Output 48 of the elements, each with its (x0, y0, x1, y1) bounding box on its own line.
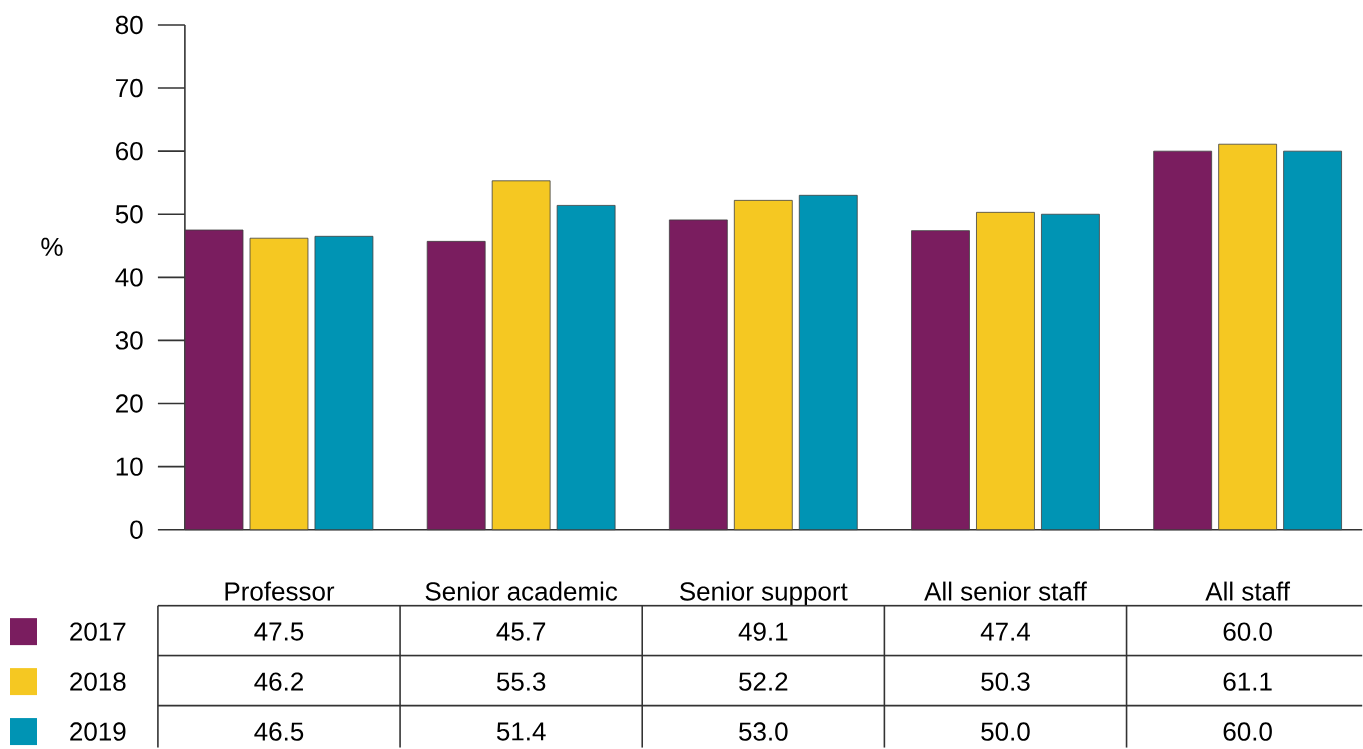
data-label: 46.5 (254, 722, 304, 741)
data-label: 47.5 (254, 622, 304, 641)
bar (1218, 143, 1278, 530)
x-tick-label: Professor (225, 581, 335, 601)
bar (556, 204, 616, 530)
data-label: 52.2 (739, 672, 788, 691)
y-tick-label: 0 (130, 520, 143, 539)
y-tick-label: 10 (116, 457, 143, 476)
y-tick-label: 60 (116, 141, 143, 161)
bar (976, 211, 1035, 530)
data-label: 50.3 (981, 672, 1030, 691)
bar (426, 240, 486, 530)
y-axis-title: % (41, 237, 63, 256)
bar (184, 229, 244, 530)
x-tick-label: Senior academic (425, 581, 618, 601)
x-tick-label: Senior support (679, 581, 848, 606)
bar (249, 237, 309, 530)
legend-label: 2019 (70, 722, 126, 741)
y-tick-label: 80 (115, 15, 143, 34)
bar (314, 235, 374, 530)
bar (1283, 150, 1342, 530)
bar (1041, 213, 1100, 530)
data-label: 51.4 (496, 722, 546, 741)
y-tick-label: 40 (115, 267, 143, 287)
x-tick-label: All staff (1205, 581, 1291, 601)
data-label: 49.1 (738, 622, 788, 641)
data-label: 47.4 (980, 622, 1030, 641)
bar (733, 199, 793, 530)
y-tick-label: 50 (115, 204, 143, 224)
x-tick-label: All senior staff (924, 581, 1087, 601)
data-label: 55.3 (496, 672, 546, 691)
data-label: 60.0 (1223, 722, 1272, 741)
data-label: 60.0 (1223, 622, 1272, 641)
data-label: 45.7 (496, 622, 546, 641)
bar (798, 194, 858, 530)
legend-label: 2017 (70, 622, 126, 641)
bar (911, 230, 970, 530)
data-label: 50.0 (981, 722, 1030, 741)
y-tick-label: 30 (115, 331, 143, 350)
data-label: 46.2 (254, 672, 303, 691)
y-tick-label: 20 (116, 394, 143, 413)
bar (1153, 150, 1213, 530)
y-tick-label: 70 (116, 78, 143, 98)
data-label: 53.0 (739, 722, 788, 741)
bar (491, 180, 551, 530)
data-label: 61.1 (1223, 672, 1272, 691)
bar (668, 219, 728, 530)
legend-label: 2018 (70, 672, 126, 691)
